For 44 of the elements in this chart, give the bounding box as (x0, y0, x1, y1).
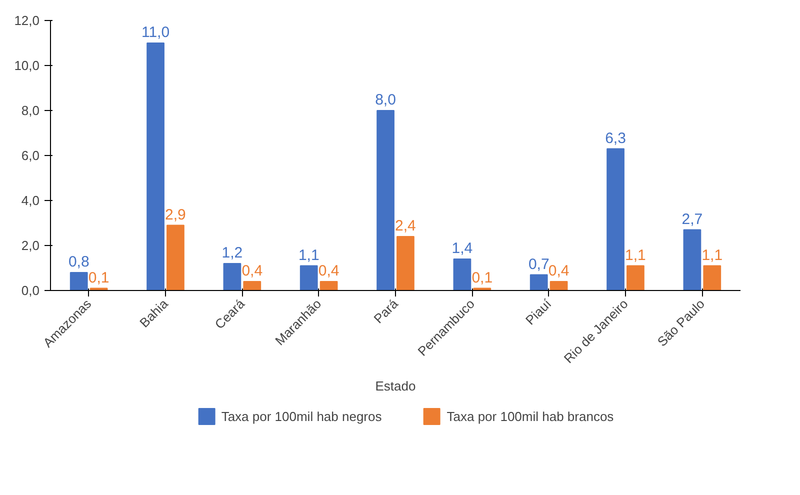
bar (223, 263, 242, 290)
bar (550, 281, 568, 290)
y-tick-label: 2,0 (21, 238, 40, 253)
data-label: 0,7 (528, 256, 550, 273)
data-label: 2,7 (682, 210, 703, 228)
legend-label: Taxa por 100mil hab brancos (446, 408, 614, 424)
y-tick-label: 10,0 (14, 58, 40, 73)
bar (626, 265, 644, 290)
bar (396, 236, 414, 290)
data-label: 1,2 (222, 244, 243, 262)
data-label: 2,4 (395, 218, 416, 234)
bar (70, 272, 88, 290)
y-tick-label: 0,0 (21, 283, 40, 298)
bar (606, 148, 624, 290)
bar (243, 281, 262, 290)
data-label: 2,9 (165, 206, 186, 224)
data-label: 1,1 (625, 246, 646, 264)
data-label: 1,1 (702, 246, 723, 264)
bar (376, 110, 394, 290)
data-label: 0,4 (242, 262, 263, 280)
data-label: 6,3 (605, 130, 626, 147)
bar (146, 42, 164, 290)
legend-label: Taxa por 100mil hab negros (221, 408, 382, 424)
bar (320, 281, 338, 290)
y-tick-label: 12,0 (14, 13, 40, 28)
data-label: 0,8 (68, 254, 90, 270)
bar (703, 265, 722, 290)
bar (300, 265, 318, 290)
data-label: 0,4 (548, 262, 570, 280)
x-axis-title: Estado (375, 378, 416, 394)
data-label: 1,4 (452, 240, 473, 257)
data-label: 11,0 (141, 24, 170, 41)
data-label: 0,1 (88, 269, 110, 286)
bar (166, 224, 184, 290)
y-tick-label: 6,0 (21, 148, 40, 163)
bar (683, 229, 702, 290)
data-label: 0,4 (318, 262, 340, 280)
bar (530, 274, 548, 290)
y-tick-label: 8,0 (21, 103, 40, 118)
data-label: 8,0 (375, 92, 396, 108)
data-label: 0,1 (472, 269, 493, 286)
bar (453, 258, 472, 290)
data-label: 1,1 (298, 246, 320, 264)
y-tick-label: 4,0 (21, 193, 40, 208)
